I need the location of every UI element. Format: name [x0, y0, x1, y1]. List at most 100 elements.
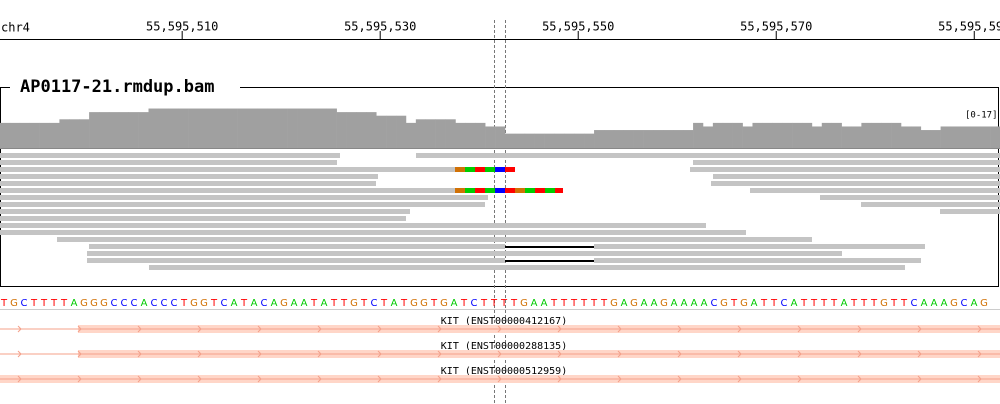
base: T	[50, 298, 58, 309]
read	[861, 202, 1000, 207]
coverage-bar	[782, 122, 793, 148]
read	[0, 195, 488, 200]
coverage-bar	[910, 126, 922, 148]
coverage-bar	[158, 108, 169, 148]
base: T	[510, 298, 518, 309]
mismatch	[515, 188, 525, 193]
strand-arrow	[497, 325, 502, 333]
mismatch	[475, 167, 485, 172]
strand-arrow	[737, 350, 742, 358]
base: C	[151, 298, 158, 309]
base: T	[210, 298, 218, 309]
read	[87, 251, 842, 256]
base: T	[360, 298, 368, 309]
base: T	[890, 298, 898, 309]
strand-arrow	[377, 350, 382, 358]
strand-arrow	[377, 375, 382, 383]
base: T	[400, 298, 408, 309]
read	[0, 153, 340, 158]
base: A	[651, 298, 658, 309]
coverage-bar	[623, 130, 634, 148]
coverage-bar	[386, 115, 397, 148]
read	[594, 244, 925, 249]
base: G	[10, 298, 18, 309]
coverage-bar	[445, 119, 456, 148]
coverage-bar	[49, 122, 60, 148]
base: G	[720, 298, 728, 309]
strand-arrow	[257, 350, 262, 358]
base: A	[691, 298, 698, 309]
base: T	[730, 298, 738, 309]
read	[57, 237, 812, 242]
strand-arrow	[17, 375, 22, 383]
base: C	[221, 298, 228, 309]
transcript-label: KIT (ENST00000412167)	[441, 316, 567, 327]
base: C	[171, 298, 178, 309]
base: T	[820, 298, 828, 309]
coverage-bar	[524, 133, 535, 148]
read	[0, 181, 376, 186]
coverage-bar	[990, 126, 1000, 148]
strand-arrow	[917, 350, 922, 358]
coverage-bar	[138, 112, 149, 148]
base: G	[880, 298, 888, 309]
coverage-bar	[564, 133, 575, 148]
read	[149, 265, 905, 270]
strand-arrow	[977, 375, 982, 383]
mismatch	[465, 188, 475, 193]
coverage-bar	[653, 130, 664, 148]
coverage-bar	[742, 126, 753, 148]
coverage-bar	[594, 130, 605, 148]
coverage-bar	[405, 122, 417, 148]
coverage-bar	[425, 119, 436, 148]
base: C	[471, 298, 478, 309]
base: T	[550, 298, 558, 309]
base: T	[580, 298, 588, 309]
coverage-bar	[267, 108, 278, 148]
coverage-bar	[346, 112, 357, 148]
strand-arrow	[857, 375, 862, 383]
coverage-bar	[683, 130, 694, 148]
base: T	[570, 298, 578, 309]
coverage-bar	[0, 122, 11, 148]
ruler-label: 55,595,510	[146, 20, 218, 34]
strand-arrow	[77, 325, 82, 333]
coverage-bar	[9, 122, 21, 148]
coverage-bar	[188, 108, 199, 148]
coverage-bar	[970, 126, 981, 148]
read	[594, 258, 921, 263]
base: G	[100, 298, 108, 309]
mismatch	[485, 188, 495, 193]
strand-arrow	[77, 375, 82, 383]
base: A	[301, 298, 308, 309]
coverage-bar	[811, 126, 823, 148]
base: A	[931, 298, 938, 309]
coverage-bar	[336, 112, 347, 148]
coverage-bar	[396, 115, 407, 148]
mismatch	[505, 167, 515, 172]
base: T	[810, 298, 818, 309]
coverage-bar	[891, 122, 902, 148]
read	[0, 167, 515, 172]
read	[89, 244, 505, 249]
base: A	[671, 298, 678, 309]
base: T	[900, 298, 908, 309]
coverage-bar	[613, 130, 625, 148]
coverage-bar	[801, 122, 813, 148]
base: C	[781, 298, 788, 309]
strand-arrow	[917, 375, 922, 383]
base: C	[121, 298, 128, 309]
read	[0, 223, 706, 228]
mismatch	[465, 167, 475, 172]
coverage-bar	[871, 122, 882, 148]
coverage-bar	[881, 122, 892, 148]
coverage-bar	[485, 126, 496, 148]
coverage-bar	[455, 122, 466, 148]
coverage-bar	[277, 108, 288, 148]
base: C	[111, 298, 118, 309]
base: A	[71, 298, 78, 309]
read	[0, 202, 485, 207]
coverage-bar	[702, 126, 714, 148]
coverage-bar	[831, 122, 842, 148]
base: T	[430, 298, 438, 309]
